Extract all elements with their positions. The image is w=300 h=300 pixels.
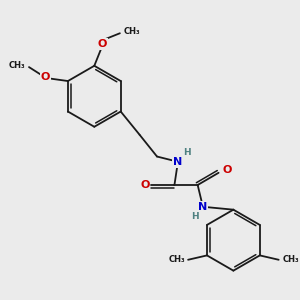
Text: CH₃: CH₃ (8, 61, 25, 70)
Text: CH₃: CH₃ (168, 255, 185, 264)
Text: O: O (140, 180, 149, 190)
Text: O: O (41, 72, 50, 82)
Text: N: N (173, 157, 182, 167)
Text: N: N (198, 202, 208, 212)
Text: H: H (191, 212, 199, 220)
Text: CH₃: CH₃ (124, 27, 140, 36)
Text: CH₃: CH₃ (283, 255, 299, 264)
Text: H: H (183, 148, 190, 157)
Text: O: O (222, 165, 231, 175)
Text: O: O (98, 39, 107, 49)
